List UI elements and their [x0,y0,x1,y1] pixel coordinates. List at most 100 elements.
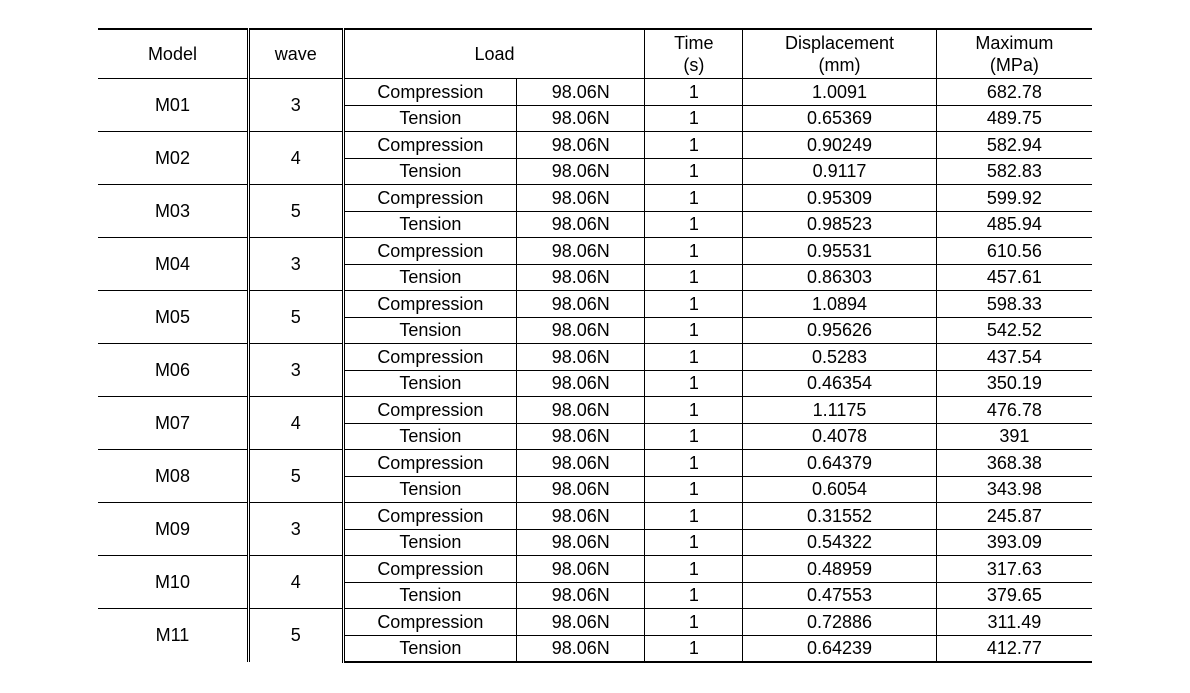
cell-displacement: 0.9117 [743,158,937,185]
cell-load-value: 98.06N [517,291,645,318]
cell-displacement: 0.46354 [743,370,937,397]
cell-maximum: 245.87 [936,503,1092,530]
cell-load-type: Compression [343,503,517,530]
cell-load-value: 98.06N [517,238,645,265]
cell-load-value: 98.06N [517,370,645,397]
cell-time: 1 [645,344,743,371]
cell-load-type: Compression [343,291,517,318]
table-row: M093Compression98.06N10.31552245.87 [98,503,1092,530]
cell-maximum: 311.49 [936,609,1092,636]
cell-maximum: 542.52 [936,317,1092,344]
cell-load-value: 98.06N [517,158,645,185]
cell-time: 1 [645,582,743,609]
table-row: M085Compression98.06N10.64379368.38 [98,450,1092,477]
cell-displacement: 0.90249 [743,132,937,159]
cell-load-value: 98.06N [517,476,645,503]
cell-time: 1 [645,635,743,662]
cell-displacement: 0.47553 [743,582,937,609]
cell-time: 1 [645,609,743,636]
cell-load-value: 98.06N [517,79,645,106]
cell-load-value: 98.06N [517,423,645,450]
cell-time: 1 [645,291,743,318]
cell-time: 1 [645,529,743,556]
cell-model: M08 [98,450,248,503]
col-header-load: Load [343,29,645,79]
cell-model: M11 [98,609,248,663]
cell-load-type: Tension [343,105,517,132]
cell-time: 1 [645,211,743,238]
cell-load-type: Tension [343,317,517,344]
cell-model: M01 [98,79,248,132]
cell-time: 1 [645,423,743,450]
col-header-time: Time (s) [645,29,743,79]
table-row: M063Compression98.06N10.5283437.54 [98,344,1092,371]
col-header-maximum: Maximum (MPa) [936,29,1092,79]
cell-maximum: 412.77 [936,635,1092,662]
cell-model: M07 [98,397,248,450]
cell-displacement: 0.98523 [743,211,937,238]
cell-wave: 3 [248,503,343,556]
cell-wave: 3 [248,79,343,132]
cell-load-type: Compression [343,450,517,477]
cell-load-type: Tension [343,476,517,503]
cell-wave: 4 [248,397,343,450]
cell-load-value: 98.06N [517,609,645,636]
table-row: M115Compression98.06N10.72886311.49 [98,609,1092,636]
cell-load-type: Tension [343,211,517,238]
table-row: M013Compression98.06N11.0091682.78 [98,79,1092,106]
cell-load-value: 98.06N [517,185,645,212]
cell-maximum: 476.78 [936,397,1092,424]
cell-displacement: 0.95309 [743,185,937,212]
cell-displacement: 0.95626 [743,317,937,344]
cell-load-value: 98.06N [517,529,645,556]
cell-displacement: 0.64239 [743,635,937,662]
cell-displacement: 0.6054 [743,476,937,503]
cell-maximum: 485.94 [936,211,1092,238]
cell-displacement: 0.86303 [743,264,937,291]
cell-maximum: 393.09 [936,529,1092,556]
col-header-model: Model [98,29,248,79]
cell-load-type: Tension [343,370,517,397]
cell-maximum: 437.54 [936,344,1092,371]
cell-load-value: 98.06N [517,635,645,662]
cell-model: M04 [98,238,248,291]
cell-time: 1 [645,450,743,477]
cell-displacement: 0.48959 [743,556,937,583]
results-table: Model wave Load Time (s) Displacement (m… [98,28,1092,663]
cell-load-type: Tension [343,264,517,291]
cell-load-type: Compression [343,79,517,106]
cell-time: 1 [645,476,743,503]
cell-displacement: 1.1175 [743,397,937,424]
cell-time: 1 [645,105,743,132]
cell-load-value: 98.06N [517,503,645,530]
cell-wave: 3 [248,238,343,291]
cell-model: M10 [98,556,248,609]
table-row: M024Compression98.06N10.90249582.94 [98,132,1092,159]
cell-maximum: 489.75 [936,105,1092,132]
cell-maximum: 610.56 [936,238,1092,265]
cell-wave: 5 [248,291,343,344]
cell-model: M09 [98,503,248,556]
cell-maximum: 582.83 [936,158,1092,185]
cell-displacement: 0.95531 [743,238,937,265]
cell-wave: 5 [248,609,343,663]
cell-maximum: 598.33 [936,291,1092,318]
cell-load-type: Tension [343,635,517,662]
cell-time: 1 [645,503,743,530]
cell-time: 1 [645,158,743,185]
cell-load-value: 98.06N [517,556,645,583]
cell-maximum: 682.78 [936,79,1092,106]
table-row: M043Compression98.06N10.95531610.56 [98,238,1092,265]
cell-load-type: Compression [343,397,517,424]
cell-model: M06 [98,344,248,397]
cell-load-value: 98.06N [517,211,645,238]
cell-maximum: 350.19 [936,370,1092,397]
cell-model: M02 [98,132,248,185]
cell-load-value: 98.06N [517,582,645,609]
cell-maximum: 457.61 [936,264,1092,291]
cell-time: 1 [645,264,743,291]
cell-time: 1 [645,370,743,397]
cell-displacement: 0.64379 [743,450,937,477]
cell-load-value: 98.06N [517,132,645,159]
cell-model: M03 [98,185,248,238]
